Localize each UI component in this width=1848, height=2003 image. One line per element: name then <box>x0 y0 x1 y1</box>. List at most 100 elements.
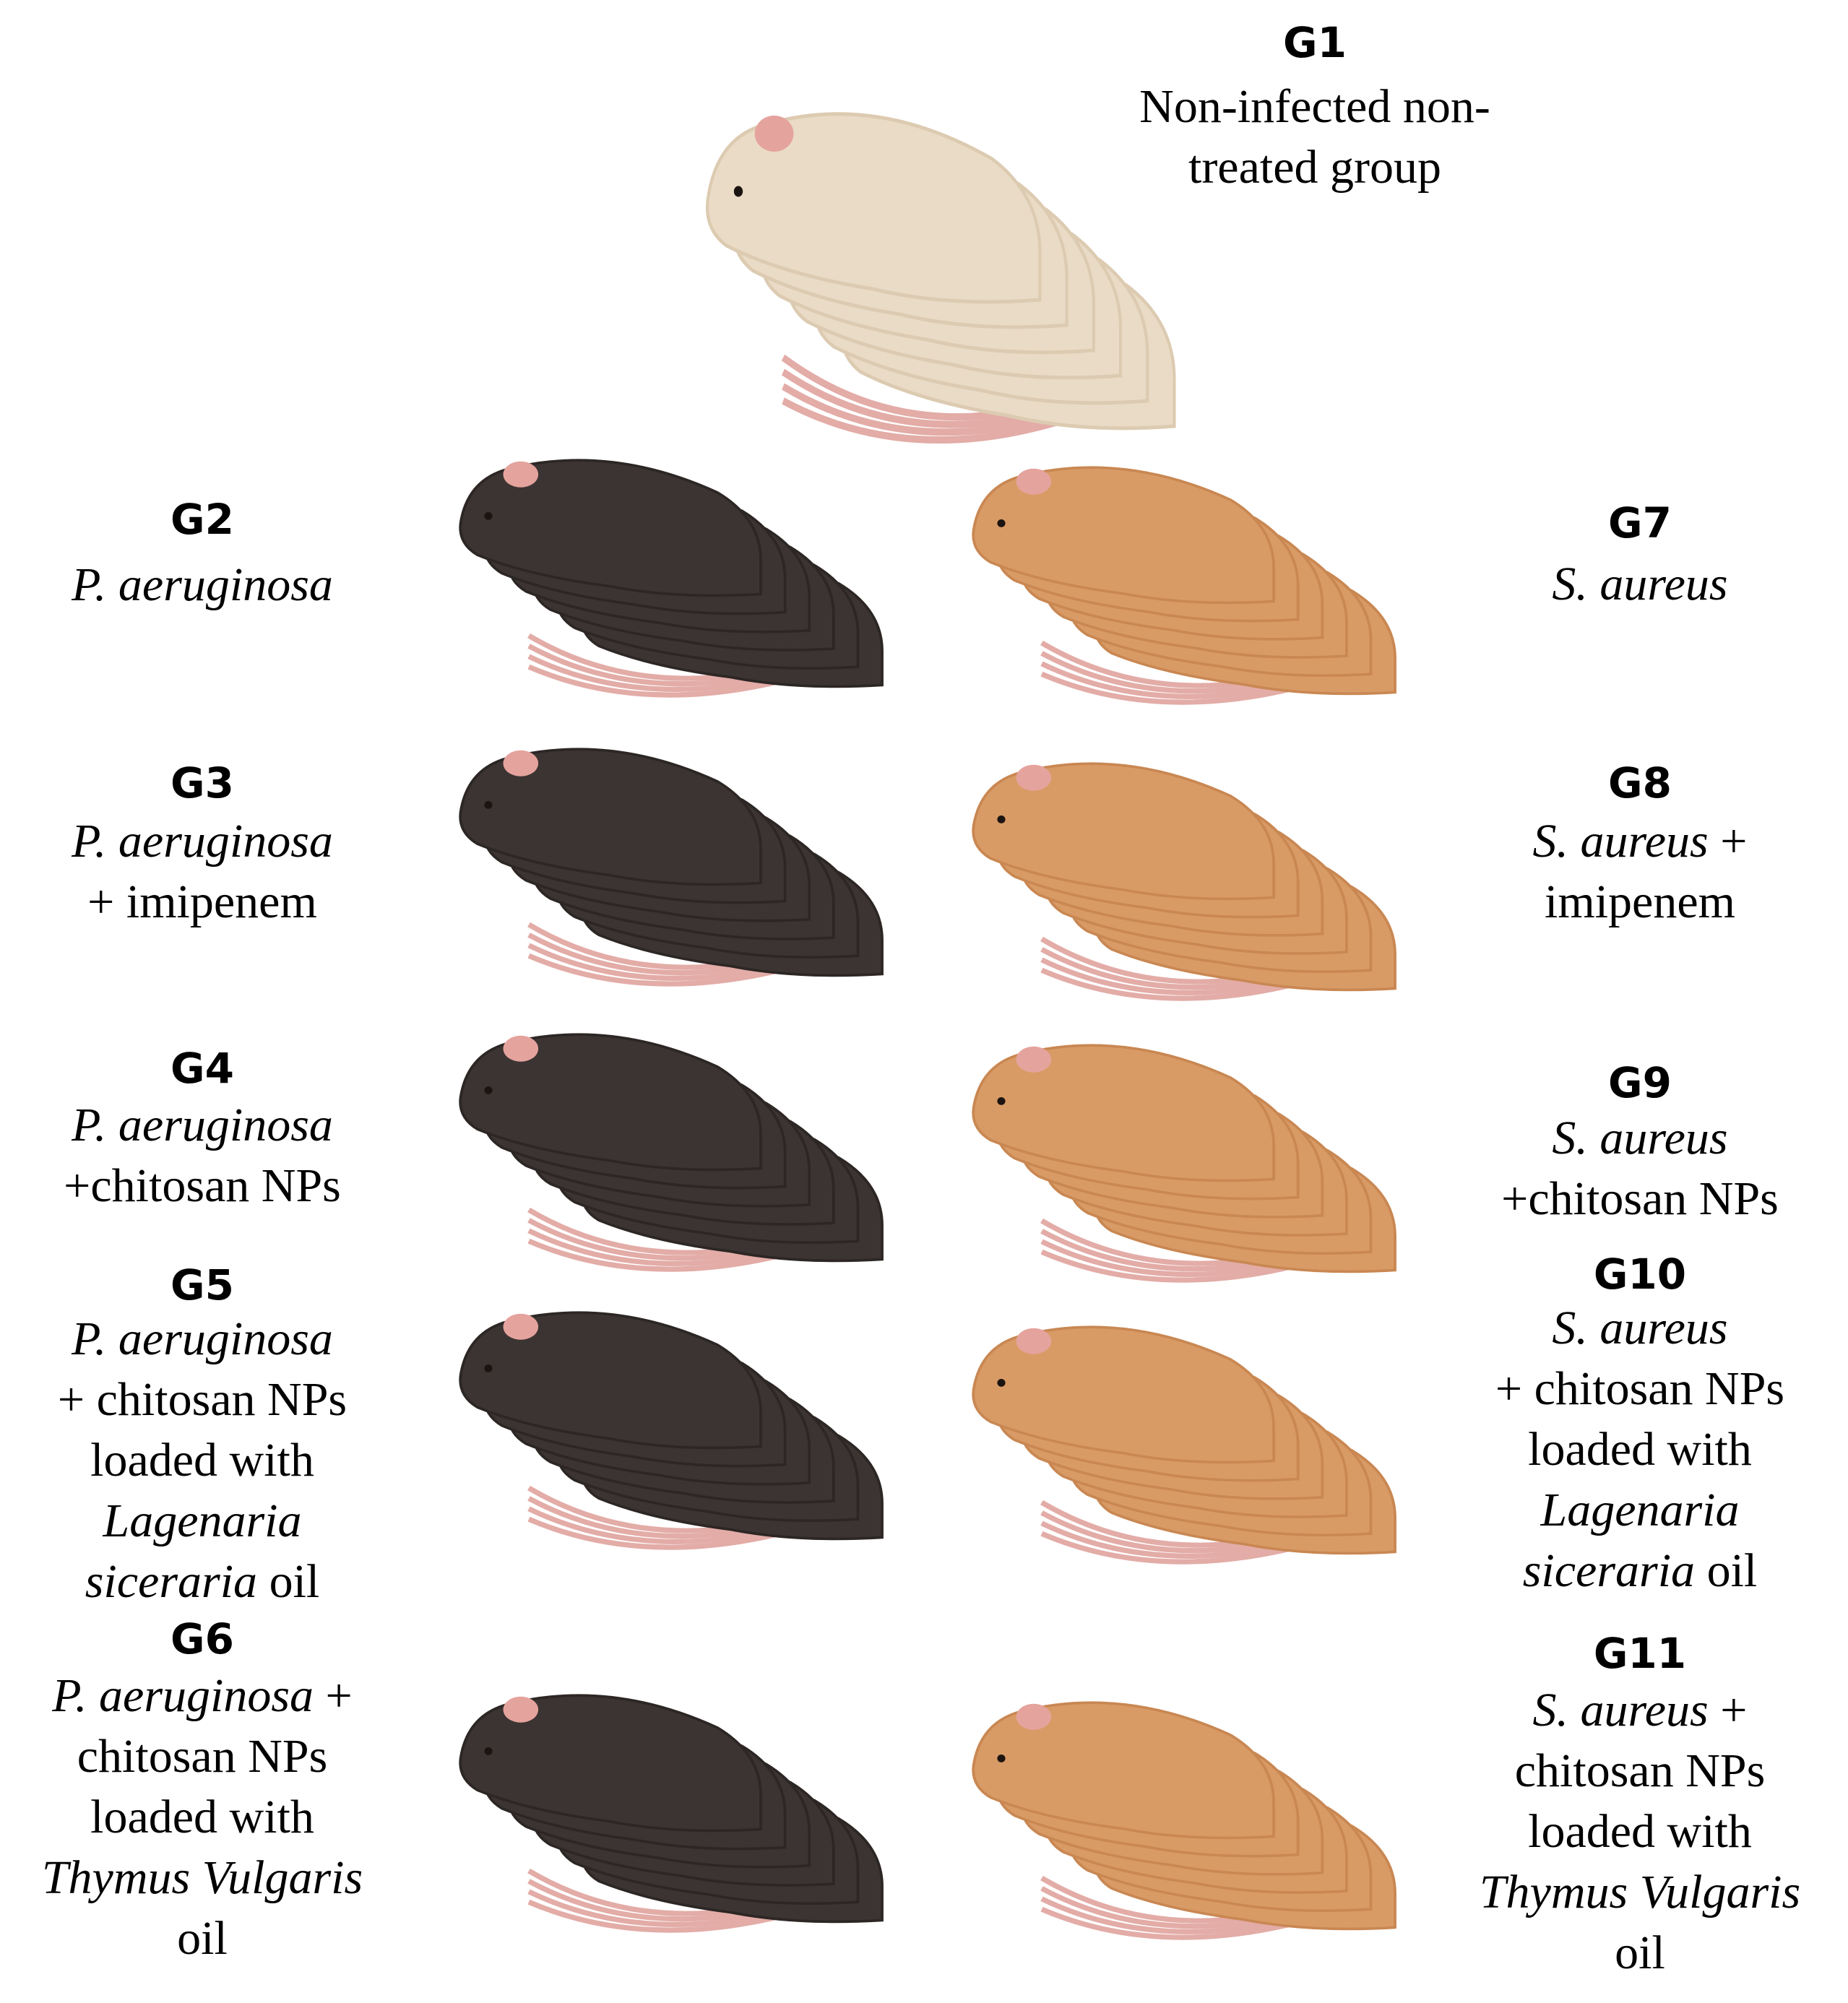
text: chitosan NPs <box>1514 1744 1766 1797</box>
text: + chitosan NPs <box>1495 1362 1785 1415</box>
group-id: G11 <box>1593 1629 1687 1678</box>
group-label-g7: G7 S. aureus <box>1445 502 1835 615</box>
description-line: loaded with <box>0 1787 405 1848</box>
mouse-group-icon <box>972 1701 1396 1940</box>
description-line: +chitosan NPs <box>1445 1169 1835 1229</box>
mouse-group-icon <box>972 1325 1396 1565</box>
group-description: P. aeruginosa + chitosan NPs loaded with Th… <box>0 1666 405 1969</box>
description-line: S. aureus <box>1445 554 1835 615</box>
mouse-group-g7 <box>961 448 1396 708</box>
description-line: P. aeruginosa <box>0 1095 405 1156</box>
italic-text: Lagenaria <box>103 1494 302 1547</box>
group-description: S. aureus + imipenem <box>1445 811 1835 933</box>
description-line: P. aeruginosa <box>0 1309 405 1370</box>
italic-text: Lagenaria <box>1540 1484 1740 1536</box>
group-id: G1 <box>1283 18 1347 67</box>
description-line: chitosan NPs <box>1445 1741 1835 1801</box>
description-line: + chitosan NPs <box>1445 1359 1835 1419</box>
text: loaded with <box>90 1791 314 1843</box>
text: + <box>1708 815 1748 868</box>
group-description: S. aureus <box>1445 554 1835 615</box>
italic-text: S. aureus <box>1552 558 1728 610</box>
description-line: Thymus Vulgaris <box>1445 1862 1835 1923</box>
group-id: G4 <box>170 1044 234 1093</box>
description-line: loaded with <box>1445 1801 1835 1862</box>
group-label-g4: G4 P. aeruginosa +chitosan NPs <box>0 1047 405 1216</box>
text: oil <box>177 1912 228 1965</box>
text: + <box>314 1669 353 1722</box>
mouse-group-icon <box>459 748 884 987</box>
mouse-group-icon <box>972 466 1396 705</box>
group-label-g9: G9 S. aureus +chitosan NPs <box>1445 1062 1835 1229</box>
italic-text: P. aeruginosa <box>52 1669 314 1722</box>
group-label-g10: G10 S. aureus + chitosan NPs loaded with La… <box>1445 1253 1835 1601</box>
text: oil <box>1695 1544 1758 1597</box>
text: + imipenem <box>87 875 317 928</box>
text: + <box>1708 1684 1748 1736</box>
description-line: loaded with <box>1445 1419 1835 1480</box>
group-description: Non-infected non-treated group <box>1098 77 1532 198</box>
italic-text: P. aeruginosa <box>72 558 333 611</box>
italic-text: Thymus Vulgaris <box>1479 1866 1801 1918</box>
text: imipenem <box>1545 875 1735 928</box>
description-line: treated group <box>1098 137 1532 198</box>
text: oil <box>257 1555 320 1608</box>
description-line: +chitosan NPs <box>0 1156 405 1216</box>
mouse-group-g4 <box>448 1015 884 1275</box>
description-line: S. aureus + <box>1445 811 1835 872</box>
italic-text: S. aureus <box>1532 1684 1709 1736</box>
group-label-g1: G1 Non-infected non-treated group <box>1098 22 1532 198</box>
group-id: G2 <box>170 495 234 544</box>
mouse-group-g8 <box>961 744 1396 1004</box>
description-line: S. aureus + <box>1445 1680 1835 1741</box>
group-description: S. aureus +chitosan NPs <box>1445 1108 1835 1229</box>
group-label-g2: G2 P. aeruginosa <box>0 498 405 615</box>
mouse-group-g1 <box>694 87 1176 448</box>
description-line: Non-infected non- <box>1098 77 1532 137</box>
description-line: oil <box>1445 1923 1835 1983</box>
mouse-group-g3 <box>448 730 884 990</box>
description-line: siceraria oil <box>1445 1541 1835 1601</box>
group-label-g5: G5 P. aeruginosa + chitosan NPs loaded wit… <box>0 1264 405 1612</box>
description-line: loaded with <box>0 1430 405 1491</box>
text: treated group <box>1188 141 1441 194</box>
mouse-group-icon <box>459 459 884 698</box>
description-line: P. aeruginosa <box>0 555 405 615</box>
description-line: Lagenaria <box>0 1491 405 1552</box>
group-id: G7 <box>1608 498 1672 548</box>
text: loaded with <box>1528 1805 1752 1858</box>
text: loaded with <box>1528 1423 1752 1476</box>
description-line: oil <box>0 1908 405 1969</box>
group-label-g3: G3 P. aeruginosa + imipenem <box>0 762 405 933</box>
text: chitosan NPs <box>77 1730 328 1783</box>
group-label-g8: G8 S. aureus + imipenem <box>1445 762 1835 933</box>
group-description: P. aeruginosa <box>0 555 405 615</box>
text: oil <box>1615 1926 1665 1979</box>
italic-text: P. aeruginosa <box>72 1312 333 1365</box>
text: loaded with <box>90 1434 314 1487</box>
group-id: G10 <box>1593 1250 1687 1299</box>
italic-text: P. aeruginosa <box>72 1099 333 1151</box>
mouse-group-g2 <box>448 441 884 701</box>
group-label-g6: G6 P. aeruginosa + chitosan NPs loaded wit… <box>0 1618 405 1969</box>
mouse-group-icon <box>972 1044 1396 1283</box>
text: + chitosan NPs <box>57 1373 347 1426</box>
group-id: G8 <box>1608 758 1672 808</box>
mouse-group-icon <box>459 1694 884 1933</box>
group-description: P. aeruginosa + chitosan NPs loaded with La… <box>0 1309 405 1612</box>
text: Non-infected non- <box>1139 80 1490 133</box>
group-description: S. aureus + chitosan NPs loaded with Thymus… <box>1445 1680 1835 1983</box>
group-label-g11: G11 S. aureus + chitosan NPs loaded with Th… <box>1445 1632 1835 1983</box>
italic-text: siceraria <box>85 1555 258 1608</box>
description-line: imipenem <box>1445 872 1835 933</box>
italic-text: Thymus Vulgaris <box>41 1851 363 1904</box>
description-line: S. aureus <box>1445 1298 1835 1359</box>
group-description: P. aeruginosa +chitosan NPs <box>0 1095 405 1216</box>
description-line: + imipenem <box>0 872 405 933</box>
mouse-group-g9 <box>961 1026 1396 1286</box>
description-line: + chitosan NPs <box>0 1370 405 1430</box>
group-description: S. aureus + chitosan NPs loaded with Lagena… <box>1445 1298 1835 1601</box>
mouse-group-icon <box>459 1033 884 1272</box>
italic-text: P. aeruginosa <box>72 815 333 868</box>
mouse-group-g10 <box>961 1307 1396 1567</box>
